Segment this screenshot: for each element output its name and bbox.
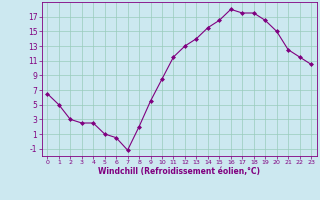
X-axis label: Windchill (Refroidissement éolien,°C): Windchill (Refroidissement éolien,°C)	[98, 167, 260, 176]
